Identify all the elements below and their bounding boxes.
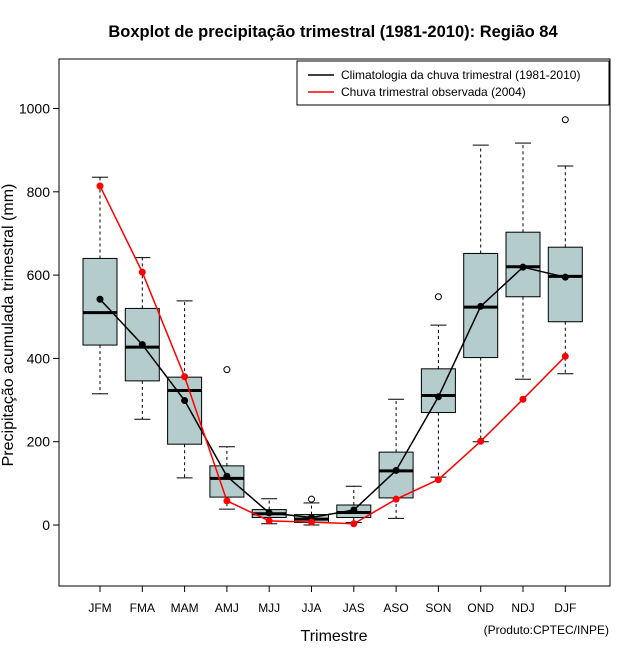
climatology-line <box>99 266 566 519</box>
climatology-point <box>96 295 104 303</box>
legend-box <box>296 60 610 106</box>
x-tick-label: MJJ <box>258 601 280 615</box>
observed-line <box>99 185 566 525</box>
box-DJF <box>547 246 583 323</box>
observed-point <box>96 182 104 190</box>
outlier-point <box>308 495 315 503</box>
x-tick-label: SON <box>425 601 451 615</box>
climatology-point <box>392 466 400 474</box>
climatology-point <box>477 302 485 310</box>
observed-point <box>138 268 146 276</box>
climatology-point <box>223 472 231 480</box>
x-tick-label: MAM <box>171 601 199 615</box>
y-axis-label: Precipitação acumulada trimestral (mm) <box>0 184 17 467</box>
observed-point <box>561 352 569 360</box>
outlier-point <box>223 366 231 374</box>
x-tick-label: FMA <box>130 601 155 615</box>
x-tick-label: NDJ <box>511 601 534 615</box>
plot-area <box>82 116 583 528</box>
climatology-point <box>434 393 442 401</box>
box-AMJ <box>209 465 245 498</box>
climatology-point <box>265 509 273 517</box>
y-tick-label: 1000 <box>19 101 50 117</box>
legend-label-climatology: Climatologia da chuva trimestral (1981-2… <box>341 68 580 82</box>
observed-point <box>223 497 231 505</box>
observed-point <box>308 518 315 526</box>
observed-point <box>392 495 400 503</box>
y-tick-label: 600 <box>27 267 51 283</box>
climatology-point <box>138 341 146 349</box>
outlier-point <box>434 293 442 301</box>
y-tick-label: 400 <box>27 350 51 366</box>
x-tick-label: JFM <box>88 601 111 615</box>
y-tick-label: 200 <box>27 434 51 450</box>
x-tick-label: OND <box>467 601 494 615</box>
plot-frame <box>58 58 611 587</box>
x-tick-label: JJA <box>301 601 321 615</box>
y-tick-label: 0 <box>42 517 50 533</box>
observed-point <box>434 476 442 484</box>
climatology-point <box>181 396 189 404</box>
x-tick-label: JAS <box>343 601 365 615</box>
climatology-point <box>519 263 527 271</box>
box-FMA <box>124 307 160 382</box>
observed-point <box>477 437 485 445</box>
climatology-point <box>561 273 569 281</box>
x-axis-label: Trimestre <box>301 628 368 645</box>
chart-title: Boxplot de precipitação trimestral (1981… <box>108 23 558 41</box>
legend-label-observed: Chuva trimestral observada (2004) <box>341 85 526 99</box>
y-tick-label: 800 <box>27 184 51 200</box>
x-tick-label: DJF <box>554 601 576 615</box>
observed-point <box>519 395 527 403</box>
legend: Climatologia da chuva trimestral (1981-2… <box>296 60 610 106</box>
outlier-point <box>561 116 569 124</box>
observed-point <box>181 373 189 381</box>
box-ASO <box>378 451 414 499</box>
box-SON <box>420 368 456 414</box>
observed-point <box>265 517 273 525</box>
x-tick-label: AMJ <box>215 601 239 615</box>
credit-text: (Produto:CPTEC/INPE) <box>484 623 609 637</box>
observed-point <box>350 520 358 528</box>
climatology-point <box>350 506 358 514</box>
x-tick-label: ASO <box>383 601 408 615</box>
